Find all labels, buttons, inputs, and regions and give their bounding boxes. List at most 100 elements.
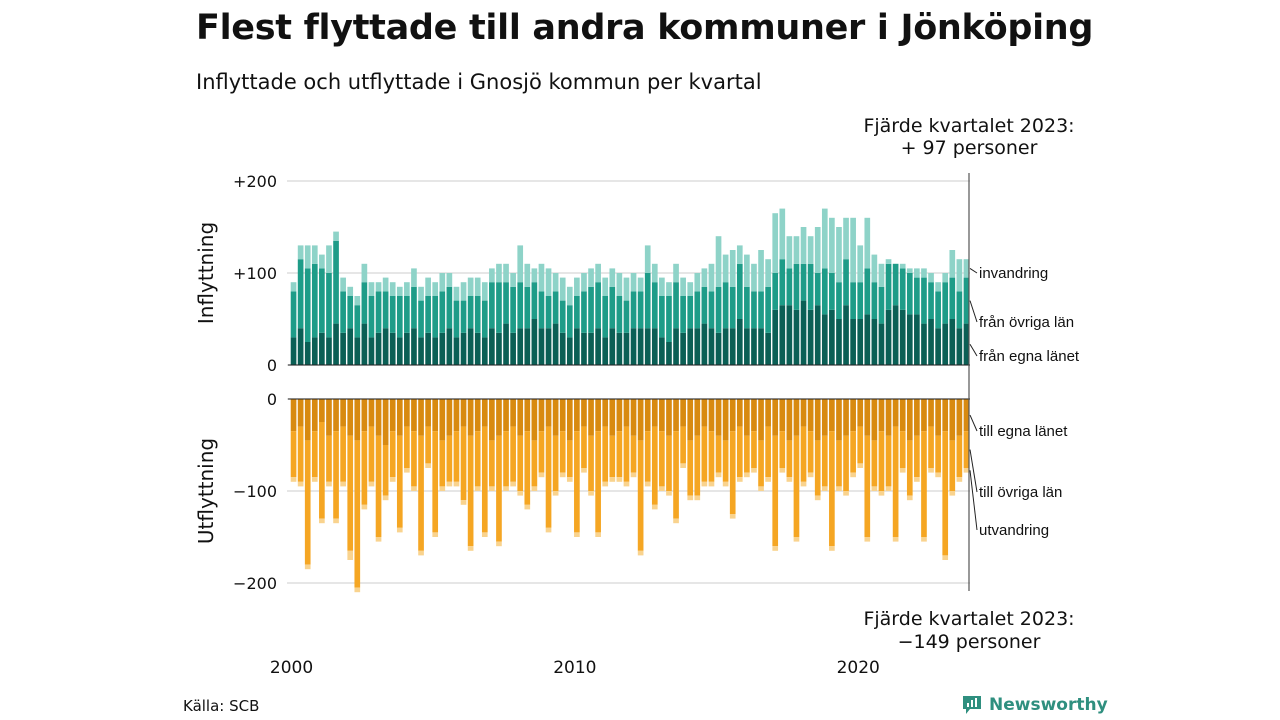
bar-segment (517, 245, 524, 283)
bar-segment (680, 296, 686, 333)
bar-segment (538, 328, 545, 365)
bar-segment (531, 440, 538, 487)
bar-segment (460, 300, 467, 333)
bar-segment (914, 277, 920, 315)
bar-segment (928, 426, 934, 468)
bar-segment (503, 486, 509, 491)
bar-segment (297, 426, 304, 482)
bar-segment (644, 273, 651, 329)
bar-segment (545, 328, 552, 365)
bar-segment (616, 431, 623, 478)
y-tick-label: +100 (233, 264, 277, 283)
bar-segment (566, 399, 573, 441)
bar-segment (460, 500, 467, 505)
bar-segment (517, 399, 524, 436)
bar-segment (736, 477, 743, 482)
bar-segment (559, 332, 566, 365)
bar-segment (552, 491, 559, 496)
bar-segment (503, 399, 509, 432)
bar-segment (574, 431, 580, 533)
bar-segment (963, 323, 970, 365)
bar-segment (751, 431, 757, 468)
bar-segment (574, 328, 580, 365)
bar-segment (765, 259, 771, 287)
bar-segment (531, 282, 538, 319)
bar-segment (821, 268, 828, 315)
bar-segment (885, 259, 892, 264)
bar-segment (708, 399, 715, 432)
bar-segment (892, 305, 899, 365)
bar-segment (829, 399, 835, 432)
bar-segment (821, 399, 828, 436)
bar-segment (304, 440, 311, 565)
bar-segment (701, 323, 708, 365)
bar-segment (956, 328, 963, 365)
bar-segment (807, 399, 814, 432)
bar-segment (467, 277, 474, 296)
bar-segment (319, 332, 325, 365)
bar-segment (892, 399, 899, 427)
bar-segment (453, 337, 460, 365)
bar-segment (765, 477, 771, 482)
bar-segment (361, 504, 368, 510)
bar-segment (722, 399, 729, 441)
bar-segment (744, 399, 750, 436)
bar-segment (517, 435, 524, 491)
chart-title: Flest flyttade till andra kommuner i Jön… (196, 8, 1094, 48)
bar-segment (474, 399, 481, 432)
bar-segment (800, 227, 807, 264)
bar-segment (552, 291, 559, 324)
bar-segment (829, 273, 835, 310)
bar-segment (892, 537, 899, 542)
bar-segment (496, 541, 502, 547)
bar-segment (949, 399, 956, 441)
bar-segment (722, 254, 729, 283)
bar-segment (566, 477, 573, 482)
bar-segment (906, 440, 913, 496)
bar-segment (885, 399, 892, 436)
bar-segment (389, 399, 396, 432)
bar-segment (333, 231, 339, 241)
bar-segment (878, 286, 885, 324)
bar-segment (871, 440, 878, 487)
bar-segment (963, 259, 970, 278)
bar-segment (963, 431, 970, 468)
bar-segment (411, 431, 417, 487)
bar-segment (559, 300, 566, 333)
bar-segment (446, 286, 453, 329)
bar-segment (566, 440, 573, 478)
bar-segment (935, 435, 941, 473)
bar-segment (666, 435, 672, 491)
bar-segment (326, 399, 332, 436)
bar-segment (595, 263, 601, 283)
bar-segment (807, 431, 814, 473)
bar-segment (304, 342, 311, 365)
bar-segment (581, 399, 587, 427)
bar-segment (694, 495, 701, 501)
bar-segment (949, 319, 956, 365)
bar-segment (829, 217, 835, 273)
bar-segment (878, 491, 885, 496)
bar-segment (474, 332, 481, 365)
bar-segment (637, 291, 644, 329)
source-note: Källa: SCB (183, 697, 260, 715)
bar-segment (609, 435, 616, 478)
bar-segment (857, 463, 864, 468)
bar-segment (333, 323, 339, 365)
bar-segment (637, 399, 644, 441)
bar-segment (354, 399, 361, 441)
bar-segment (715, 435, 722, 473)
bar-segment (701, 426, 708, 482)
bar-segment (411, 328, 417, 365)
bar-segment (496, 399, 502, 436)
bar-segment (333, 518, 339, 524)
x-tick-label: 2000 (270, 658, 313, 678)
bar-segment (517, 328, 524, 365)
bar-segment (389, 296, 396, 333)
bar-segment (581, 273, 587, 292)
bar-segment (680, 463, 686, 468)
bar-segment (425, 426, 431, 464)
bar-segment (545, 399, 552, 427)
bar-segment (744, 254, 750, 287)
bar-segment (411, 268, 417, 287)
